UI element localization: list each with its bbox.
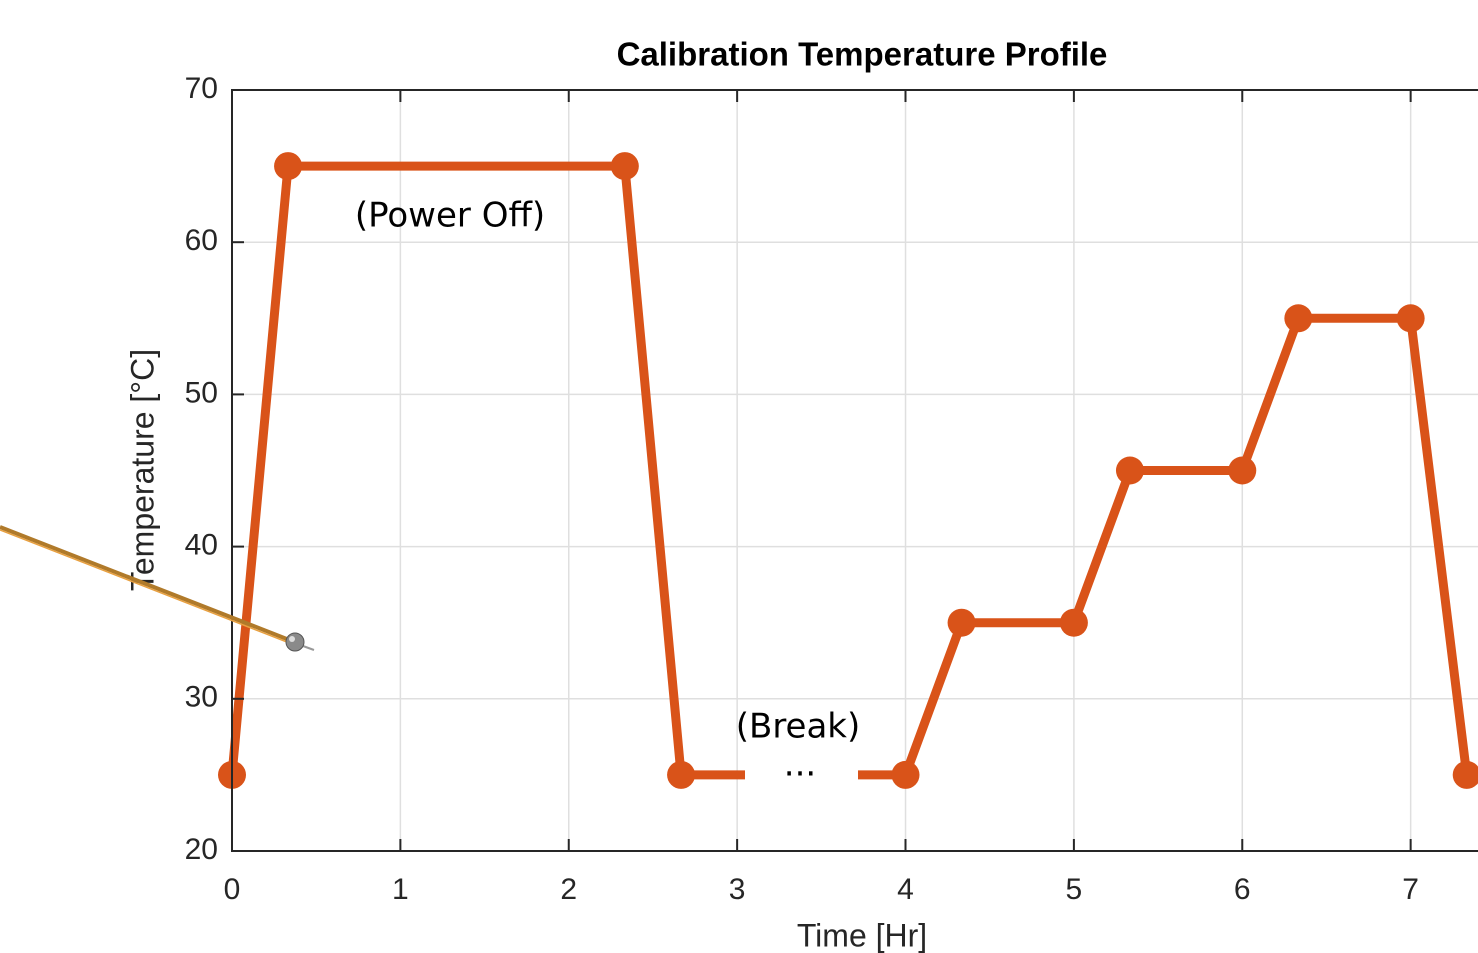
marker <box>667 760 696 789</box>
marker <box>947 608 976 637</box>
y-axis-label: Temperature [°C] <box>124 349 160 591</box>
axis-box <box>231 89 1478 852</box>
y-tick-label: 60 <box>185 224 218 257</box>
line <box>227 161 1472 780</box>
annotation: ... <box>784 745 816 785</box>
marker <box>1059 608 1088 637</box>
x-tick-label: 4 <box>897 873 914 906</box>
marks <box>218 152 1478 789</box>
probe-highlight <box>289 636 295 642</box>
marker <box>1284 304 1313 333</box>
annotation: (Break) <box>736 707 861 747</box>
marker <box>274 152 303 181</box>
marker <box>1452 760 1478 789</box>
y-tick-label: 40 <box>185 529 218 562</box>
x-tick-label: 1 <box>392 873 409 906</box>
chart-title: Calibration Temperature Profile <box>617 36 1108 73</box>
x-tick-label: 2 <box>560 873 577 906</box>
x-tick-label: 0 <box>224 873 241 906</box>
marker <box>891 760 920 789</box>
y-tick-label: 70 <box>185 72 218 105</box>
break-gap <box>745 762 858 788</box>
x-tick-label: 6 <box>1234 873 1251 906</box>
marker <box>1115 456 1144 485</box>
probe-wire <box>0 525 293 643</box>
x-tick-label: 7 <box>1402 873 1419 906</box>
probe-bead <box>285 632 305 652</box>
x-tick-label: 3 <box>729 873 746 906</box>
axes: 0 1 2 3 4 5 6 7 20 30 40 50 60 70 <box>185 72 1478 906</box>
y-tick-label: 30 <box>185 681 218 714</box>
marker <box>1396 304 1425 333</box>
annotation: (Power Off) <box>355 196 545 236</box>
marker <box>1228 456 1257 485</box>
x-axis-label: Time [Hr] <box>797 917 927 953</box>
probe-wire <box>0 529 293 645</box>
x-tick-label: 5 <box>1066 873 1083 906</box>
y-tick-label: 20 <box>185 833 218 866</box>
marker <box>610 152 639 181</box>
y-tick-label: 50 <box>185 376 218 409</box>
thermocouple-probe <box>0 525 315 652</box>
